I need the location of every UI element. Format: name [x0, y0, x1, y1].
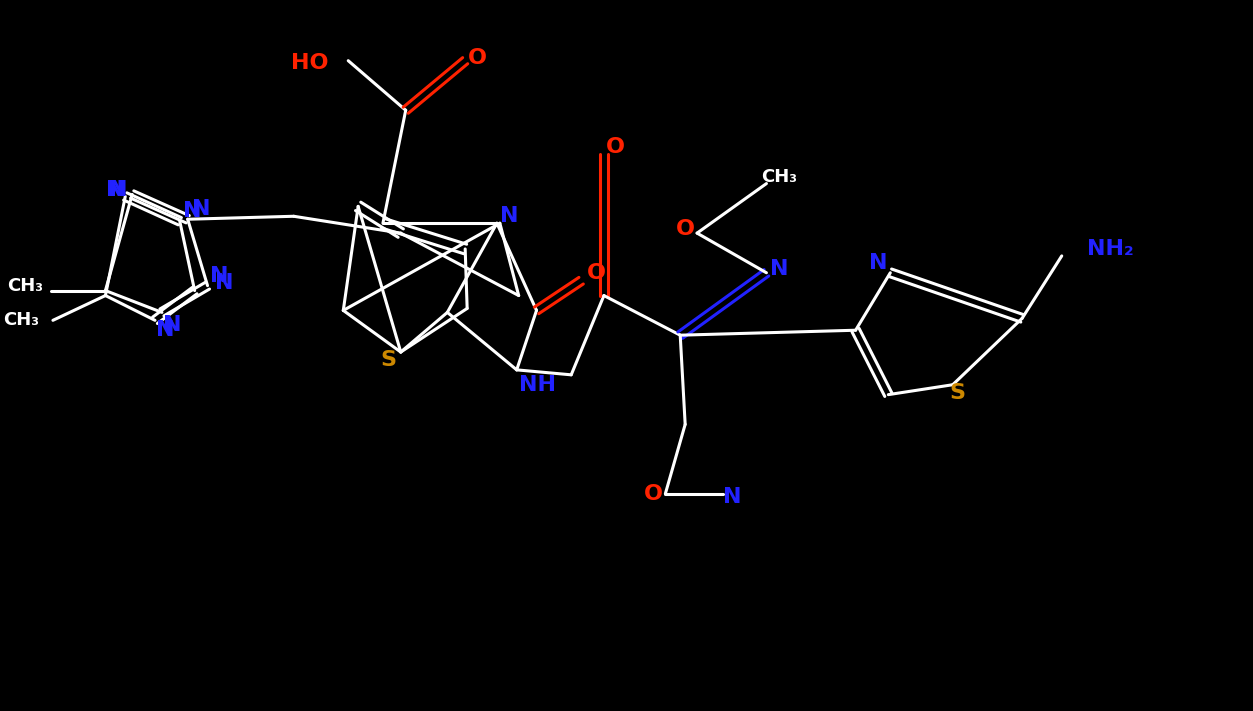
- Text: N: N: [192, 199, 211, 219]
- Text: N: N: [216, 272, 233, 293]
- Text: O: O: [644, 483, 663, 503]
- Text: N: N: [107, 179, 124, 200]
- Text: N: N: [109, 179, 128, 200]
- Text: O: O: [586, 263, 605, 283]
- Text: N: N: [163, 315, 182, 336]
- Text: NH₂: NH₂: [1086, 239, 1133, 259]
- Text: N: N: [155, 320, 174, 341]
- Text: S: S: [950, 383, 966, 402]
- Text: O: O: [467, 48, 486, 68]
- Text: CH₃: CH₃: [3, 311, 39, 329]
- Text: N: N: [771, 259, 788, 279]
- Text: HO: HO: [291, 53, 328, 73]
- Text: CH₃: CH₃: [8, 277, 43, 294]
- Text: N: N: [211, 266, 228, 286]
- Text: NH: NH: [519, 375, 556, 395]
- Text: N: N: [723, 487, 742, 507]
- Text: N: N: [500, 206, 517, 226]
- Text: CH₃: CH₃: [762, 168, 797, 186]
- Text: N: N: [183, 201, 202, 221]
- Text: O: O: [675, 219, 694, 239]
- Text: S: S: [380, 350, 396, 370]
- Text: N: N: [870, 253, 887, 273]
- Text: O: O: [606, 137, 625, 157]
